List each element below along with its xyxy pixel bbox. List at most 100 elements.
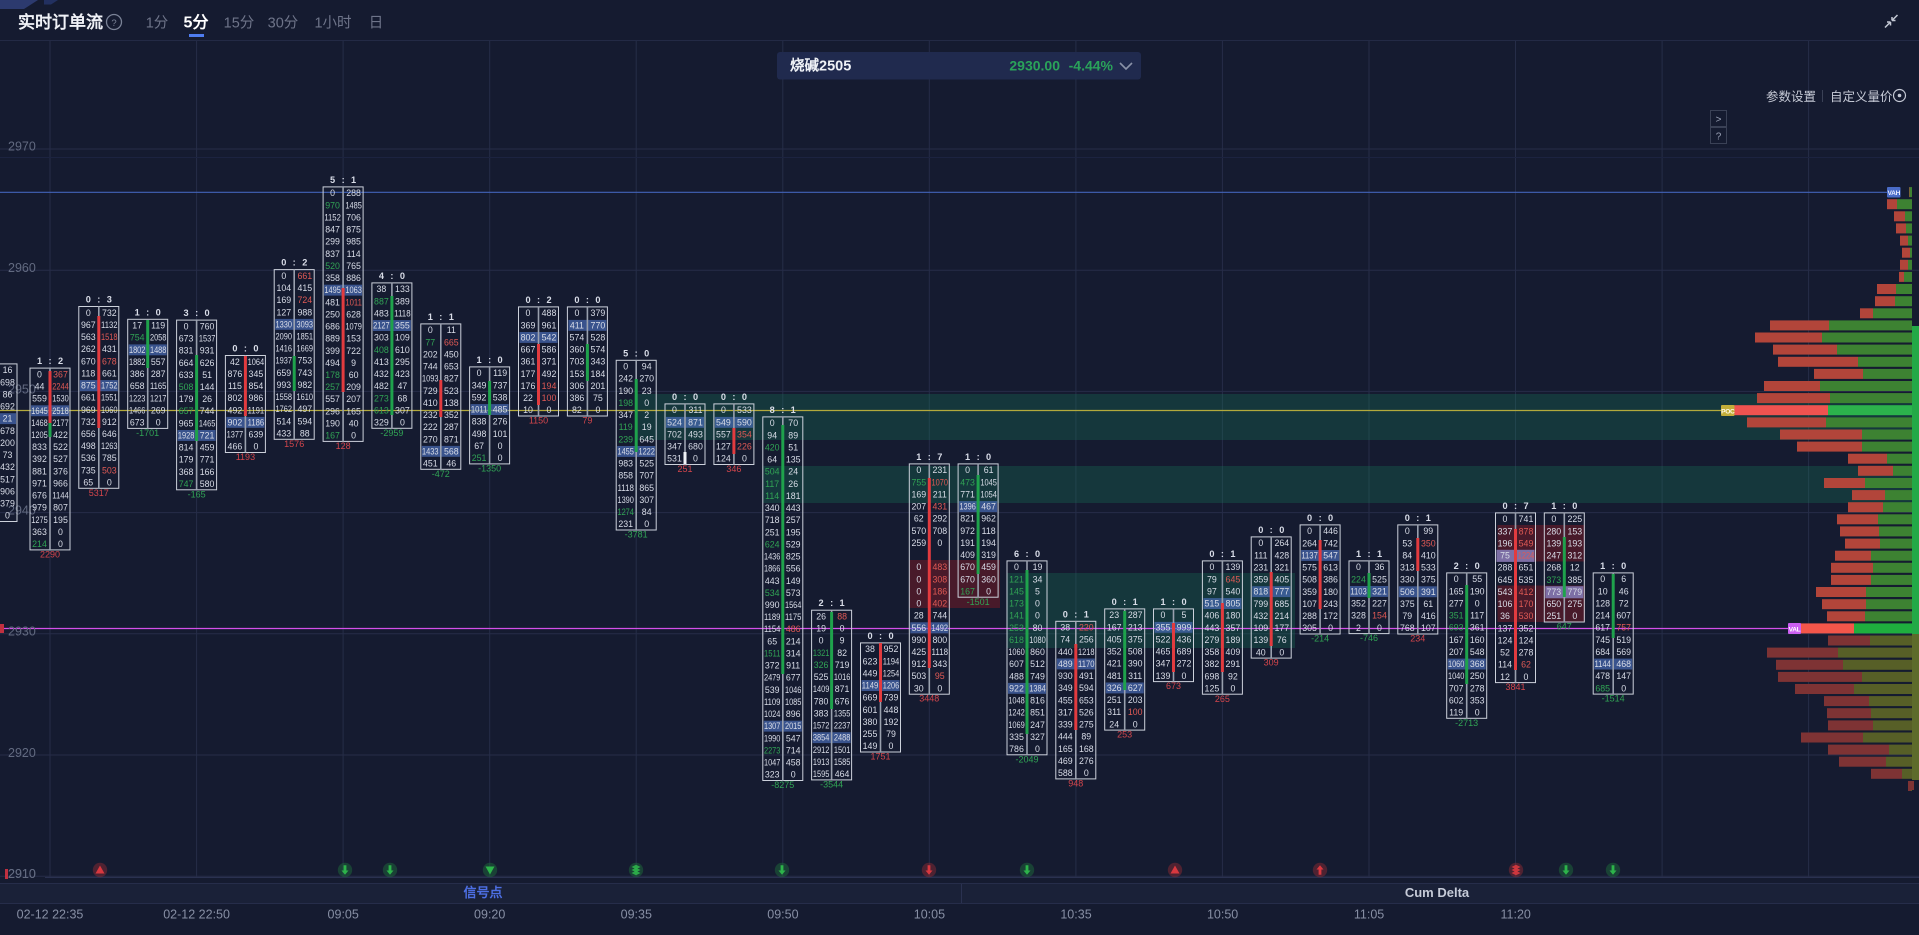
svg-text:276: 276: [493, 417, 508, 427]
svg-text:706: 706: [346, 212, 361, 222]
svg-text:-165: -165: [188, 489, 206, 499]
svg-text:1170: 1170: [1078, 659, 1095, 669]
svg-text:1: 1: [477, 355, 482, 365]
svg-text:0: 0: [526, 308, 531, 318]
svg-text:747: 747: [179, 479, 194, 489]
svg-text:529: 529: [786, 539, 801, 549]
svg-text:09:35: 09:35: [621, 908, 652, 922]
svg-text:525: 525: [1372, 574, 1387, 584]
svg-text:100: 100: [542, 393, 557, 403]
svg-text:355: 355: [1156, 622, 1171, 632]
svg-text:10:05: 10:05: [914, 908, 945, 922]
svg-text:自定义量价: 自定义量价: [1830, 89, 1893, 104]
svg-text:74: 74: [1060, 635, 1070, 645]
svg-text:0: 0: [693, 454, 698, 464]
svg-text:211: 211: [933, 489, 947, 499]
svg-text:525: 525: [814, 672, 829, 682]
svg-text:79: 79: [582, 416, 592, 426]
svg-text:99: 99: [1423, 526, 1433, 536]
svg-text:1: 1: [916, 452, 921, 462]
svg-text:47: 47: [398, 381, 408, 391]
svg-text:459: 459: [200, 443, 215, 453]
svg-text::: :: [537, 295, 540, 305]
svg-text:02-12 22:50: 02-12 22:50: [163, 908, 230, 922]
svg-text:165: 165: [1058, 744, 1073, 754]
svg-text:0: 0: [1035, 549, 1040, 559]
svg-text:443: 443: [765, 576, 780, 586]
svg-text:650: 650: [1546, 599, 1561, 609]
svg-text:0: 0: [525, 295, 530, 305]
svg-text:231: 231: [618, 519, 633, 529]
svg-text:1355: 1355: [834, 709, 851, 719]
svg-text:745: 745: [1595, 635, 1610, 645]
svg-text:805: 805: [1226, 599, 1241, 609]
svg-text:1223: 1223: [129, 393, 146, 403]
svg-text:498: 498: [81, 441, 96, 451]
svg-text:0: 0: [1258, 525, 1263, 535]
svg-text:5: 5: [1182, 610, 1187, 620]
svg-text:8: 8: [770, 405, 775, 415]
svg-text:1060: 1060: [101, 405, 118, 415]
svg-text:177: 177: [521, 369, 536, 379]
svg-text:118: 118: [982, 526, 996, 536]
svg-text:517: 517: [0, 474, 15, 484]
svg-text:153: 153: [1567, 526, 1582, 536]
svg-text:0: 0: [107, 478, 112, 488]
svg-text:2090: 2090: [276, 332, 293, 342]
svg-text:1: 1: [1426, 513, 1431, 523]
svg-text:0: 0: [574, 308, 579, 318]
svg-text:0: 0: [400, 271, 405, 281]
svg-text:464: 464: [835, 769, 850, 779]
svg-text:871: 871: [688, 417, 703, 427]
svg-text::: :: [390, 271, 393, 281]
svg-text:1189: 1189: [764, 612, 781, 622]
svg-text:79: 79: [1402, 611, 1412, 621]
svg-text:191: 191: [960, 538, 975, 548]
svg-text:871: 871: [835, 684, 850, 694]
svg-text:200: 200: [0, 438, 15, 448]
svg-text::: :: [977, 452, 980, 462]
svg-text:979: 979: [32, 503, 47, 513]
svg-text:497: 497: [297, 404, 312, 414]
svg-text:375: 375: [1421, 575, 1436, 585]
svg-text:744: 744: [200, 406, 215, 416]
svg-text:311: 311: [1107, 707, 1121, 717]
svg-text:1048: 1048: [1008, 696, 1025, 706]
svg-text:-4.44%: -4.44%: [1069, 58, 1114, 74]
svg-text:-1701: -1701: [136, 428, 159, 438]
svg-text:128: 128: [1595, 598, 1610, 608]
svg-text:196: 196: [1498, 538, 1513, 548]
svg-text:114: 114: [1498, 660, 1512, 670]
svg-text:602: 602: [1449, 695, 1464, 705]
svg-text:1137: 1137: [1301, 550, 1318, 560]
svg-text:124: 124: [716, 454, 731, 464]
svg-text:0: 0: [58, 527, 63, 537]
svg-text:543: 543: [1498, 587, 1513, 597]
svg-text:0: 0: [1279, 647, 1284, 657]
svg-text:327: 327: [1030, 732, 1045, 742]
svg-text:335: 335: [1009, 732, 1024, 742]
svg-text:392: 392: [32, 454, 47, 464]
svg-text:1085: 1085: [785, 697, 802, 707]
svg-text:1040: 1040: [1448, 671, 1465, 681]
svg-text:64: 64: [767, 455, 777, 465]
svg-text::: :: [1221, 549, 1224, 559]
svg-text:382: 382: [1205, 659, 1220, 669]
svg-text:167: 167: [325, 431, 340, 441]
svg-text:89: 89: [1081, 732, 1091, 742]
svg-text:744: 744: [423, 362, 438, 372]
svg-text:0: 0: [1405, 513, 1410, 523]
svg-text:119: 119: [1449, 708, 1463, 718]
svg-text:139: 139: [1546, 538, 1561, 548]
svg-text:195: 195: [786, 527, 801, 537]
svg-text:10:50: 10:50: [1207, 908, 1238, 922]
svg-text:5分: 5分: [184, 14, 209, 32]
svg-text:508: 508: [1128, 647, 1143, 657]
svg-text:623: 623: [863, 656, 878, 666]
svg-text:1070: 1070: [932, 477, 949, 487]
svg-text:104: 104: [276, 283, 291, 293]
svg-text:信号点: 信号点: [463, 885, 502, 900]
svg-text:75: 75: [593, 393, 603, 403]
svg-text:807: 807: [53, 503, 68, 513]
svg-text:368: 368: [1470, 659, 1485, 669]
